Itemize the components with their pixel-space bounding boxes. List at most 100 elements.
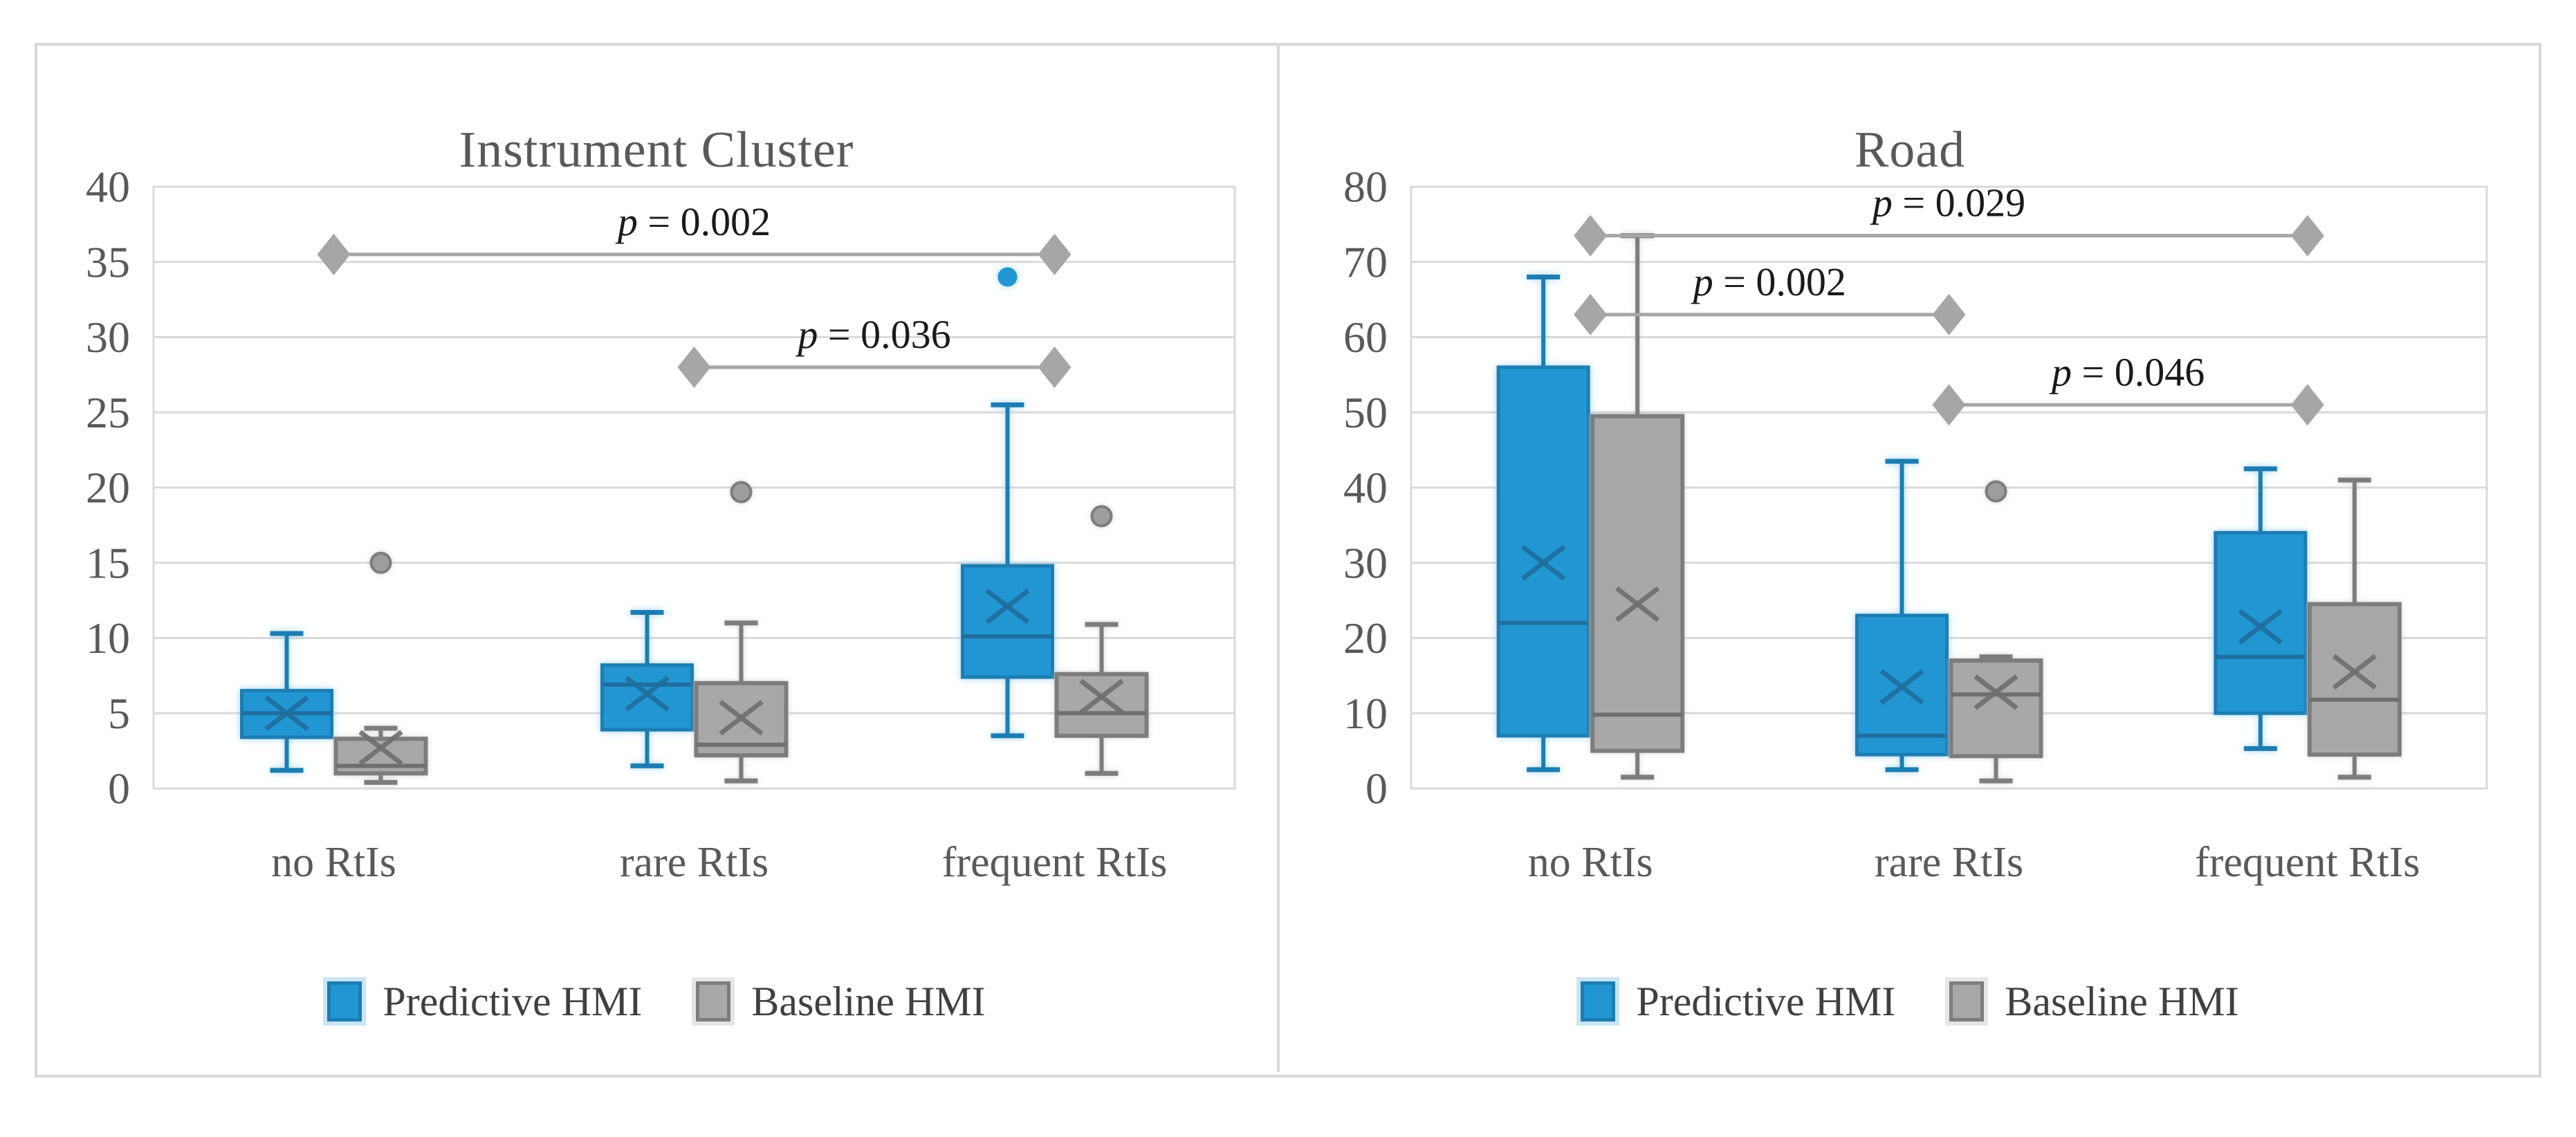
mean-x-icon <box>358 730 403 766</box>
svg-text:rare RtIs: rare RtIs <box>1875 839 2023 886</box>
p-value-label: p = 0.002 <box>615 199 771 244</box>
x-axis-category-labels: no RtIs rare RtIs frequent RtIs <box>271 839 1167 886</box>
diamond-marker-icon <box>1932 293 1966 335</box>
diamond-marker-icon <box>1574 293 1608 335</box>
baseline-hmi-swatch-icon <box>1949 981 1985 1022</box>
svg-text:5: 5 <box>108 689 130 738</box>
box-no-RtIs <box>240 631 333 773</box>
svg-text:20: 20 <box>1343 613 1388 663</box>
legend-label-predictive: Predictive HMI <box>383 978 643 1024</box>
box-no-RtIs <box>1496 275 1590 773</box>
x-axis-category-labels: no RtIs rare RtIs frequent RtIs <box>1528 839 2420 886</box>
box-no-RtIs <box>333 551 428 785</box>
baseline-hmi-swatch-icon <box>696 981 731 1022</box>
y-axis-tick-labels: 0 10 20 30 40 50 60 70 80 <box>1343 163 1388 813</box>
box-rare-RtIs <box>1949 480 2043 784</box>
svg-text:70: 70 <box>1343 237 1388 286</box>
diamond-marker-icon <box>1038 346 1071 388</box>
p-value-label: p = 0.002 <box>1691 259 1846 304</box>
svg-text:10: 10 <box>1343 689 1388 738</box>
chart-title-road: Road <box>1854 122 1966 178</box>
legend-label-baseline: Baseline HMI <box>2005 978 2239 1024</box>
svg-text:no RtIs: no RtIs <box>271 839 396 886</box>
svg-text:80: 80 <box>1343 163 1388 212</box>
diamond-marker-icon <box>1038 233 1071 275</box>
legend-label-predictive: Predictive HMI <box>1636 978 1896 1024</box>
significance-annotation: p = 0.046 <box>1932 349 2324 426</box>
mean-x-icon <box>1521 544 1566 581</box>
outlier-dot-icon <box>1090 505 1113 528</box>
svg-text:15: 15 <box>86 538 130 587</box>
plot-border <box>152 185 1236 790</box>
legend-item-predictive: Predictive HMI <box>1581 978 1895 1026</box>
box-frequent-RtIs <box>2214 466 2308 751</box>
mean-x-icon <box>1615 586 1660 622</box>
mean-x-icon <box>719 699 764 736</box>
legend-label-baseline: Baseline HMI <box>751 978 986 1024</box>
significance-annotation: p = 0.002 <box>317 199 1071 275</box>
diamond-marker-icon <box>677 346 711 388</box>
p-value-label: p = 0.046 <box>2049 349 2205 394</box>
svg-text:50: 50 <box>1343 388 1388 437</box>
significance-annotation: p = 0.002 <box>1574 259 1966 335</box>
box-frequent-RtIs <box>1054 505 1149 776</box>
mean-x-icon <box>625 676 670 712</box>
svg-text:25: 25 <box>86 388 130 437</box>
p-value-label: p = 0.029 <box>1870 181 2025 225</box>
outlier-dot-icon <box>1985 480 2007 503</box>
legend-item-baseline: Baseline HMI <box>696 978 986 1026</box>
diamond-marker-icon <box>2290 384 2324 426</box>
mean-x-icon <box>2332 654 2377 690</box>
series-predictive-hmi <box>240 267 1054 773</box>
svg-text:rare RtIs: rare RtIs <box>620 839 769 886</box>
y-axis-tick-labels: 0 5 10 15 20 25 30 35 40 <box>86 163 130 813</box>
significance-annotation: p = 0.036 <box>677 312 1071 388</box>
figure-border <box>35 43 2541 1078</box>
significance-annotation: p = 0.029 <box>1574 181 2324 257</box>
mean-x-icon <box>985 589 1030 625</box>
chart-1: 0 10 20 30 40 50 60 70 80 no RtIs rare RtIs frequen… <box>1343 163 2488 886</box>
series-baseline-hmi <box>333 481 1149 785</box>
legend-instrument-cluster: Predictive HMI Baseline HMI <box>35 967 1278 1036</box>
svg-text:frequent RtIs: frequent RtIs <box>2195 839 2420 886</box>
mean-x-icon <box>1079 678 1124 715</box>
predictive-hmi-swatch-icon <box>327 981 362 1022</box>
chart-title-instrument-cluster: Instrument Cluster <box>459 122 854 178</box>
svg-text:40: 40 <box>86 163 130 212</box>
svg-text:30: 30 <box>1343 538 1388 587</box>
svg-text:20: 20 <box>86 463 130 512</box>
svg-text:30: 30 <box>86 313 130 362</box>
svg-text:60: 60 <box>1343 313 1388 362</box>
box-rare-RtIs <box>694 481 789 784</box>
legend-item-baseline: Baseline HMI <box>1949 978 2239 1026</box>
box-frequent-RtIs <box>2307 477 2402 780</box>
predictive-hmi-swatch-icon <box>1581 981 1616 1022</box>
mean-x-icon <box>2238 609 2283 645</box>
svg-text:frequent RtIs: frequent RtIs <box>942 839 1167 886</box>
outlier-dot-icon <box>730 481 753 503</box>
diamond-marker-icon <box>1574 214 1608 257</box>
box-frequent-RtIs <box>961 267 1054 739</box>
svg-text:35: 35 <box>86 237 130 286</box>
box-rare-RtIs <box>600 610 694 768</box>
svg-text:10: 10 <box>86 613 130 663</box>
diamond-marker-icon <box>1932 384 1966 426</box>
box-rare-RtIs <box>1855 459 1949 773</box>
mean-x-icon <box>264 695 309 732</box>
legend-item-predictive: Predictive HMI <box>327 978 642 1026</box>
outlier-dot-icon <box>369 551 392 574</box>
diamond-marker-icon <box>317 233 351 275</box>
svg-text:no RtIs: no RtIs <box>1528 839 1653 886</box>
series-predictive-hmi <box>1496 275 2308 773</box>
outlier-dot-icon <box>997 267 1018 287</box>
boxplot-canvas: 0 5 10 15 20 25 30 35 40 no RtIs rare RtIs frequent… <box>86 43 2488 1072</box>
svg-text:0: 0 <box>1365 764 1388 813</box>
svg-text:0: 0 <box>108 764 130 813</box>
plot-border <box>1410 185 2488 790</box>
p-value-label: p = 0.036 <box>795 312 950 357</box>
mean-x-icon <box>1974 674 2018 710</box>
legend-road: Predictive HMI Baseline HMI <box>1278 967 2541 1036</box>
mean-x-icon <box>1879 669 1924 705</box>
box-no-RtIs <box>1590 233 1685 780</box>
